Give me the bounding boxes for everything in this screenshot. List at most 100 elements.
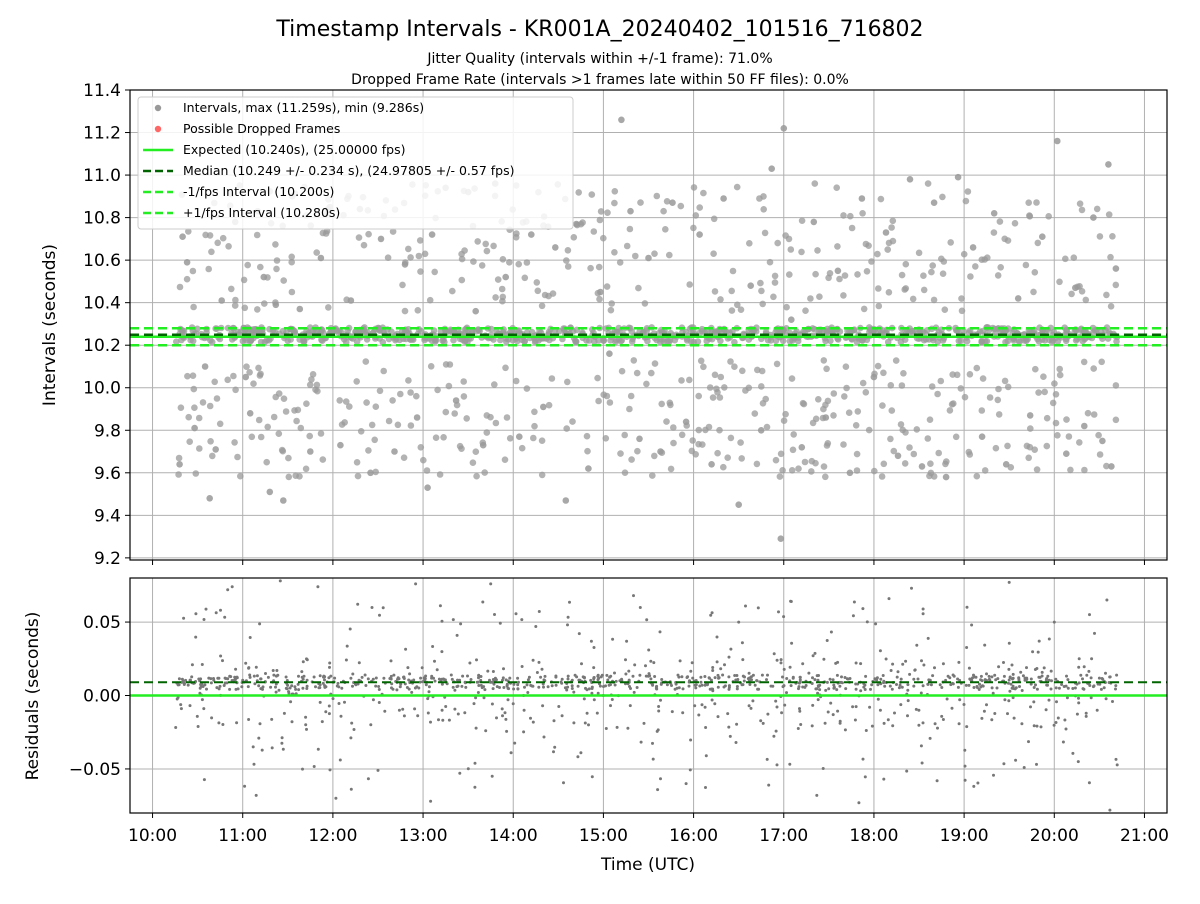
residual-point (751, 673, 755, 677)
residual-point (832, 683, 836, 687)
interval-point (1081, 422, 1088, 430)
interval-point (355, 234, 363, 241)
residual-point (1057, 686, 1061, 690)
residual-point (508, 676, 512, 680)
interval-point (822, 473, 829, 481)
interval-point (926, 416, 934, 424)
residual-point (922, 663, 926, 667)
interval-point (947, 239, 954, 246)
interval-point (1080, 358, 1088, 366)
residual-point (1093, 631, 1096, 635)
residual-point (968, 677, 972, 681)
residual-point (223, 676, 227, 680)
interval-point (808, 457, 816, 465)
interval-point (823, 328, 831, 335)
residual-point (1029, 677, 1033, 681)
residual-point (1031, 650, 1035, 654)
interval-point (1063, 416, 1070, 423)
legend-label-plus-fps: +1/fps Interval (10.280s) (183, 205, 340, 220)
residual-point (755, 679, 759, 683)
residual-point (1095, 708, 1099, 712)
interval-point (564, 263, 572, 270)
interval-point (596, 295, 603, 303)
residual-point (225, 681, 229, 685)
residual-point (541, 704, 545, 708)
interval-point (275, 430, 283, 438)
interval-point (1040, 373, 1047, 381)
residual-point (486, 669, 490, 673)
residual-point (723, 663, 726, 667)
residual-point (782, 615, 786, 619)
interval-point (763, 423, 771, 431)
interval-point (924, 435, 932, 442)
residual-point (917, 723, 921, 727)
residual-point (479, 675, 483, 678)
residual-point (592, 666, 596, 670)
interval-point (1062, 255, 1069, 263)
residual-point (1008, 689, 1012, 693)
interval-point (246, 369, 253, 376)
interval-point (645, 254, 652, 262)
residual-point (992, 773, 995, 777)
residual-point (887, 597, 891, 601)
interval-point (978, 407, 986, 414)
residual-point (374, 684, 378, 688)
residual-point (506, 698, 510, 702)
interval-point (978, 338, 985, 346)
residual-point (782, 684, 786, 688)
residual-point (349, 787, 353, 791)
interval-point (798, 444, 806, 451)
interval-point (884, 246, 891, 253)
interval-point (788, 375, 796, 382)
interval-point (785, 235, 793, 243)
residual-point (891, 662, 895, 666)
interval-point (898, 382, 906, 389)
interval-point (1072, 284, 1079, 292)
residual-point (1036, 650, 1040, 654)
interval-point (250, 380, 257, 388)
interval-point (774, 239, 781, 247)
interval-point (317, 430, 325, 437)
residual-point (608, 675, 612, 679)
interval-point (924, 180, 932, 187)
interval-point (854, 271, 861, 278)
residual-point (921, 721, 925, 725)
interval-point (808, 468, 815, 475)
residual-point (1035, 724, 1039, 728)
interval-point (875, 302, 883, 310)
residual-point (479, 678, 483, 682)
residual-point (655, 729, 659, 733)
interval-point (786, 337, 794, 345)
residual-point (843, 728, 847, 732)
interval-point (1052, 419, 1060, 427)
residual-point (234, 667, 238, 671)
residual-point (859, 662, 863, 666)
residual-point (517, 680, 520, 684)
bottom-y-ticks: −0.050.000.05 (69, 613, 130, 780)
residual-point (560, 681, 564, 685)
residual-point (713, 676, 717, 680)
residual-point (1089, 696, 1093, 700)
residual-point (1084, 711, 1088, 715)
interval-point (716, 426, 723, 434)
interval-point (371, 436, 379, 444)
interval-point (189, 337, 197, 345)
residual-point (709, 678, 713, 682)
residual-point (455, 633, 459, 637)
residual-point (929, 683, 933, 687)
residual-point (190, 675, 194, 679)
residual-point (772, 734, 776, 738)
interval-point (515, 260, 522, 268)
residual-point (481, 600, 485, 604)
residual-point (1027, 740, 1030, 744)
interval-point (472, 448, 480, 456)
residual-point (376, 768, 380, 772)
interval-point (388, 328, 395, 336)
residual-point (529, 716, 532, 720)
residual-point (590, 691, 594, 695)
interval-point (531, 408, 538, 416)
residual-point (613, 683, 617, 687)
residual-point (531, 658, 535, 662)
residual-point (1099, 687, 1103, 691)
interval-point (902, 260, 910, 268)
